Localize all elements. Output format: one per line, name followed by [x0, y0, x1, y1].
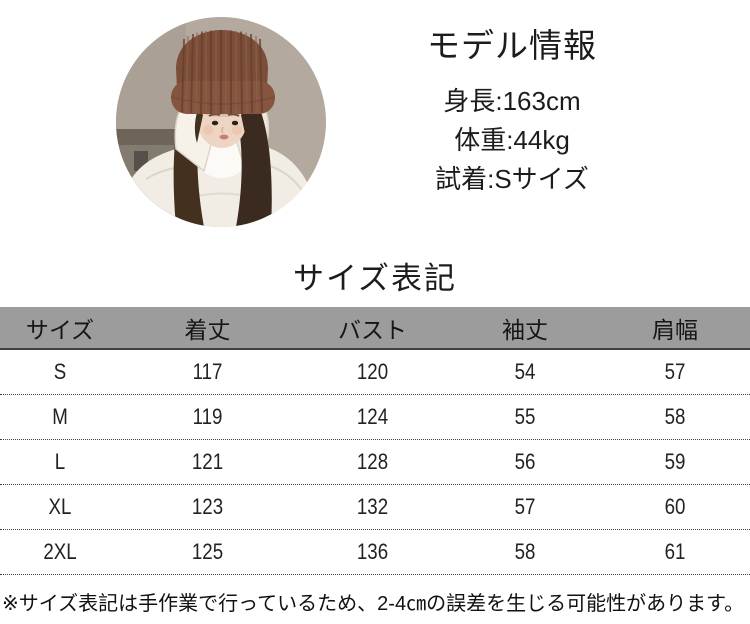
model-photo-illustration: [116, 17, 326, 227]
size-table-cell: XL: [48, 494, 72, 519]
size-table-cell: 57: [664, 359, 686, 384]
size-table-header-cell: 袖丈: [502, 316, 548, 343]
size-table-cell: 59: [664, 449, 686, 474]
size-table-cell: 132: [356, 494, 389, 519]
size-table-row: M 119 124 55 58: [0, 395, 750, 440]
size-table-cell: 2XL: [43, 539, 77, 564]
size-table-cell: 60: [664, 494, 686, 519]
size-table-cell: 58: [514, 539, 536, 564]
size-table-header-cell: バスト: [338, 316, 407, 343]
size-table-cell: 120: [356, 359, 389, 384]
size-table-row: 2XL 125 136 58 61: [0, 530, 750, 575]
size-table-cell: 54: [514, 359, 536, 384]
size-table-cell: M: [52, 404, 68, 429]
size-table-cell: 125: [191, 539, 224, 564]
size-disclaimer-note: ※サイズ表記は手作業で行っているため、2-4㎝の誤差を生じる可能性があります。: [2, 593, 745, 615]
size-table-cell: 117: [192, 359, 223, 384]
size-table-cell: S: [53, 359, 67, 384]
size-table-row: XL 123 132 57 60: [0, 485, 750, 530]
size-table-cell: 128: [356, 449, 389, 474]
size-table-cell: 55: [514, 404, 536, 429]
model-info-heading: モデル情報: [427, 27, 597, 64]
size-table-header-cell: 肩幅: [652, 316, 698, 343]
size-table-cell: 123: [191, 494, 224, 519]
size-section-title: サイズ表記: [292, 261, 458, 296]
size-table-cell: 56: [514, 449, 536, 474]
model-info-block: モデル情報 身長:163cm 体重:44kg 試着:Sサイズ: [398, 26, 626, 199]
model-tryon-size: 試着:Sサイズ: [435, 164, 589, 194]
size-table-body: S 117 120 54 57 M 119 124 55 58 L 121 128 56 59 XL 123 13…: [0, 350, 750, 575]
model-weight: 体重:44kg: [454, 125, 570, 155]
size-table-cell: 121: [191, 449, 224, 474]
size-table-cell: 119: [192, 404, 223, 429]
size-table: サイズ 着丈 バスト 袖丈 肩幅 S 117 120 54 57 M 119 124 55 58 L 121 1…: [0, 307, 750, 575]
model-height: 身長:163cm: [443, 86, 581, 116]
model-photo: [116, 17, 326, 227]
size-table-header-row: サイズ 着丈 バスト 袖丈 肩幅: [0, 307, 750, 350]
size-table-cell: 57: [514, 494, 536, 519]
size-table-row: S 117 120 54 57: [0, 350, 750, 395]
size-table-header-cell: サイズ: [25, 316, 95, 343]
size-table-cell: 124: [356, 404, 389, 429]
size-table-cell: L: [54, 449, 66, 474]
size-table-cell: 61: [664, 539, 686, 564]
size-table-cell: 136: [356, 539, 389, 564]
size-table-cell: 58: [664, 404, 686, 429]
size-table-row: L 121 128 56 59: [0, 440, 750, 485]
size-table-header-cell: 着丈: [184, 316, 231, 343]
